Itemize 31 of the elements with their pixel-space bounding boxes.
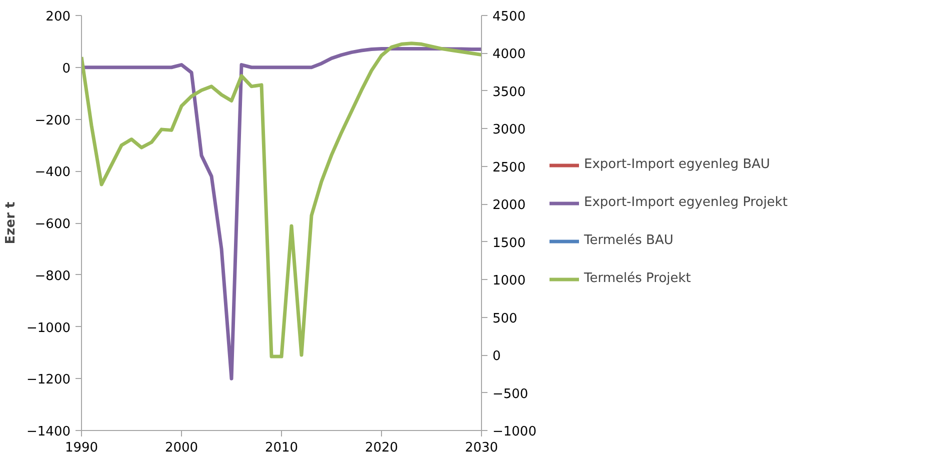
y2-tick-label: 2500: [492, 160, 526, 176]
y-axis-title: Ezer t: [4, 202, 19, 244]
legend-label: Termelés Projekt: [584, 271, 691, 286]
y-tick-label: 0: [62, 61, 71, 76]
y2-tick-label: −500: [492, 386, 528, 402]
x-tick-label: 2010: [264, 440, 298, 452]
y2-tick-label: 500: [492, 311, 518, 326]
y-tick-label: −1000: [26, 320, 71, 336]
y2-tick-label: 0: [492, 349, 501, 364]
x-tick-label: 2030: [464, 440, 498, 452]
y-tick-label: −1400: [26, 424, 71, 440]
x-tick-label: 1990: [64, 440, 98, 452]
y-tick-label: −200: [34, 113, 71, 128]
y-tick-label: −1200: [26, 372, 71, 388]
y2-tick-label: 1500: [492, 236, 526, 251]
y-tick-label: −600: [34, 217, 71, 232]
y-tick-label: −800: [34, 268, 71, 284]
legend-label: Export-Import egyenleg BAU: [584, 157, 770, 172]
y2-tick-label: 4500: [492, 10, 526, 24]
y2-tick-label: −1000: [492, 424, 536, 440]
y2-tick-label: 1000: [492, 274, 526, 289]
x-tick-label: 2000: [164, 440, 198, 452]
x-tick-label: 2020: [364, 440, 398, 452]
y2-tick-label: 3000: [492, 122, 526, 138]
y-tick-label: 200: [46, 10, 71, 24]
y2-tick-label: 3500: [492, 84, 526, 100]
y2-tick-label: 4000: [492, 47, 526, 62]
y2-tick-label: 2000: [492, 198, 526, 214]
legend-label: Termelés BAU: [584, 233, 674, 248]
y-tick-label: −400: [34, 165, 71, 180]
legend-label: Export-Import egyenleg Projekt: [584, 195, 788, 210]
